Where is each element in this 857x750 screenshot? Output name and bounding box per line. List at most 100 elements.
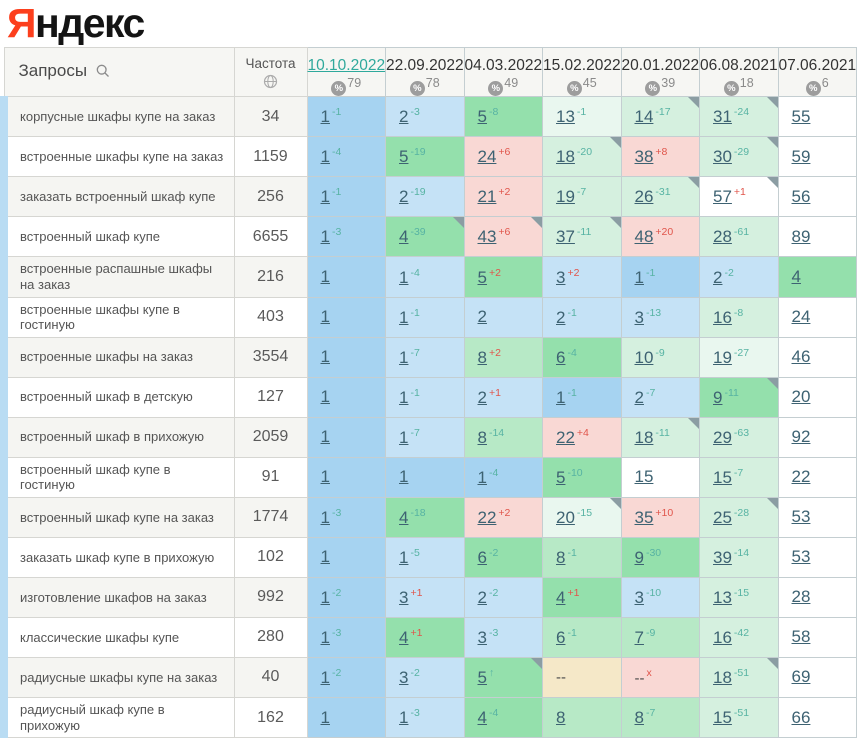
position-link[interactable]: 53 xyxy=(791,507,811,527)
position-link[interactable]: 15 xyxy=(713,467,732,487)
query-label[interactable]: классические шкафы купе xyxy=(20,629,180,645)
position-link[interactable]: 89 xyxy=(791,226,811,246)
position-link[interactable]: 1 xyxy=(556,387,566,407)
query-label[interactable]: радиусные шкафы купе на заказ xyxy=(20,669,218,685)
position-link[interactable]: 1 xyxy=(320,307,330,327)
position-link[interactable]: 5 xyxy=(399,147,409,167)
query-label[interactable]: заказать шкаф купе в прихожую xyxy=(20,549,215,565)
position-link[interactable]: 25 xyxy=(713,507,732,527)
query-label[interactable]: радиусный шкаф купе в прихожую xyxy=(20,701,165,733)
position-link[interactable]: 24 xyxy=(477,147,497,167)
position-link[interactable]: 21 xyxy=(477,187,497,207)
query-label[interactable]: встроенные шкафы купе на заказ xyxy=(20,149,224,165)
position-link[interactable]: 1 xyxy=(477,467,487,487)
position-link[interactable]: 3 xyxy=(634,307,644,327)
position-link[interactable]: 3 xyxy=(399,667,409,687)
position-link[interactable]: 1 xyxy=(399,347,409,367)
position-link[interactable]: 18 xyxy=(713,667,732,687)
position-link[interactable]: 8 xyxy=(556,547,566,567)
position-link[interactable]: 5 xyxy=(477,107,487,127)
position-link[interactable]: 2 xyxy=(713,267,723,287)
position-link[interactable]: 19 xyxy=(556,187,575,207)
position-link[interactable]: 2 xyxy=(399,107,409,127)
position-link[interactable]: 15 xyxy=(713,708,732,728)
position-link[interactable]: 3 xyxy=(399,587,409,607)
query-label[interactable]: встроенные распашные шкафы на заказ xyxy=(20,261,213,292)
position-link[interactable]: 92 xyxy=(791,427,811,447)
position-link[interactable]: 4 xyxy=(399,627,409,647)
position-link[interactable]: 2 xyxy=(477,307,487,327)
position-link[interactable]: 5 xyxy=(477,267,487,287)
query-label[interactable]: изготовление шкафов на заказ xyxy=(20,589,207,605)
position-link[interactable]: 1 xyxy=(320,467,330,487)
date-link[interactable]: 15.02.2022 xyxy=(543,57,621,74)
query-label[interactable]: встроенный шкаф в прихожую xyxy=(20,429,204,445)
position-link[interactable]: 20 xyxy=(791,387,811,407)
position-link[interactable]: 1 xyxy=(320,627,330,647)
position-link[interactable]: 66 xyxy=(791,707,811,727)
position-link[interactable]: 20 xyxy=(556,507,575,527)
position-link[interactable]: 39 xyxy=(713,547,732,567)
position-link[interactable]: 8 xyxy=(634,708,644,728)
position-link[interactable]: 8 xyxy=(477,427,487,447)
query-label[interactable]: корпусные шкафы купе на заказ xyxy=(20,109,216,125)
position-link[interactable]: 1 xyxy=(320,427,330,447)
position-link[interactable]: 2 xyxy=(477,587,487,607)
position-link[interactable]: 6 xyxy=(477,547,487,567)
position-link[interactable]: 24 xyxy=(791,307,811,327)
position-link[interactable]: 1 xyxy=(320,707,330,727)
position-link[interactable]: 22 xyxy=(791,467,811,487)
position-link[interactable]: 1 xyxy=(320,387,330,407)
position-link[interactable]: 1 xyxy=(320,667,330,687)
position-link[interactable]: 58 xyxy=(791,627,811,647)
position-link[interactable]: 1 xyxy=(634,267,644,287)
position-link[interactable]: 1 xyxy=(320,187,330,207)
position-link[interactable]: 35 xyxy=(634,507,654,527)
query-label[interactable]: встроенный шкаф в детскую xyxy=(20,389,193,405)
position-link[interactable]: 59 xyxy=(791,146,811,166)
date-link[interactable]: 06.08.2021 xyxy=(700,57,778,74)
position-link[interactable]: 1 xyxy=(399,547,409,567)
query-label[interactable]: встроенный шкаф купе в гостиную xyxy=(20,461,171,493)
position-link[interactable]: 4 xyxy=(477,708,487,728)
position-link[interactable]: 22 xyxy=(556,427,575,447)
position-link[interactable]: 13 xyxy=(713,587,732,607)
position-link[interactable]: 1 xyxy=(399,387,409,407)
position-link[interactable]: 1 xyxy=(399,307,409,327)
position-link[interactable]: 1 xyxy=(320,507,330,527)
position-link[interactable]: 28 xyxy=(713,227,732,247)
query-label[interactable]: встроенные шкафы на заказ xyxy=(20,349,193,365)
position-link[interactable]: 8 xyxy=(556,707,566,727)
position-link[interactable]: 15 xyxy=(634,467,654,487)
position-link[interactable]: 5 xyxy=(477,667,487,687)
position-link[interactable]: 48 xyxy=(634,227,654,247)
position-link[interactable]: 1 xyxy=(399,267,409,287)
date-link[interactable]: 20.01.2022 xyxy=(621,57,700,74)
query-label[interactable]: встроенные шкафы купе в гостиную xyxy=(20,301,180,333)
position-link[interactable]: 9 xyxy=(634,547,644,567)
position-link[interactable]: 1 xyxy=(320,347,330,367)
position-link[interactable]: 30 xyxy=(713,147,732,167)
query-label[interactable]: заказать встроенный шкаф купе xyxy=(20,189,216,205)
position-link[interactable]: 4 xyxy=(399,227,409,247)
query-label[interactable]: встроенный шкаф купе xyxy=(20,229,161,245)
position-link[interactable]: 46 xyxy=(791,347,811,367)
search-icon[interactable] xyxy=(96,63,110,82)
position-link[interactable]: 19 xyxy=(713,347,732,367)
position-link[interactable]: 1 xyxy=(399,467,409,487)
date-link[interactable]: 07.06.2021 xyxy=(778,57,857,74)
position-link[interactable]: 9 xyxy=(713,387,723,407)
date-link[interactable]: 22.09.2022 xyxy=(386,57,464,74)
position-link[interactable]: 2 xyxy=(399,187,409,207)
position-link[interactable]: 1 xyxy=(399,427,409,447)
position-link[interactable]: 1 xyxy=(320,267,330,286)
position-link[interactable]: 31 xyxy=(713,107,732,127)
position-link[interactable]: 37 xyxy=(556,227,575,247)
position-link[interactable]: 57 xyxy=(713,187,732,207)
position-link[interactable]: 55 xyxy=(791,106,811,126)
position-link[interactable]: 4 xyxy=(556,587,566,607)
position-link[interactable]: 28 xyxy=(791,587,811,607)
position-link[interactable]: 2 xyxy=(634,387,644,407)
position-link[interactable]: 8 xyxy=(477,347,487,367)
query-label[interactable]: встроенный шкаф купе на заказ xyxy=(20,509,214,525)
